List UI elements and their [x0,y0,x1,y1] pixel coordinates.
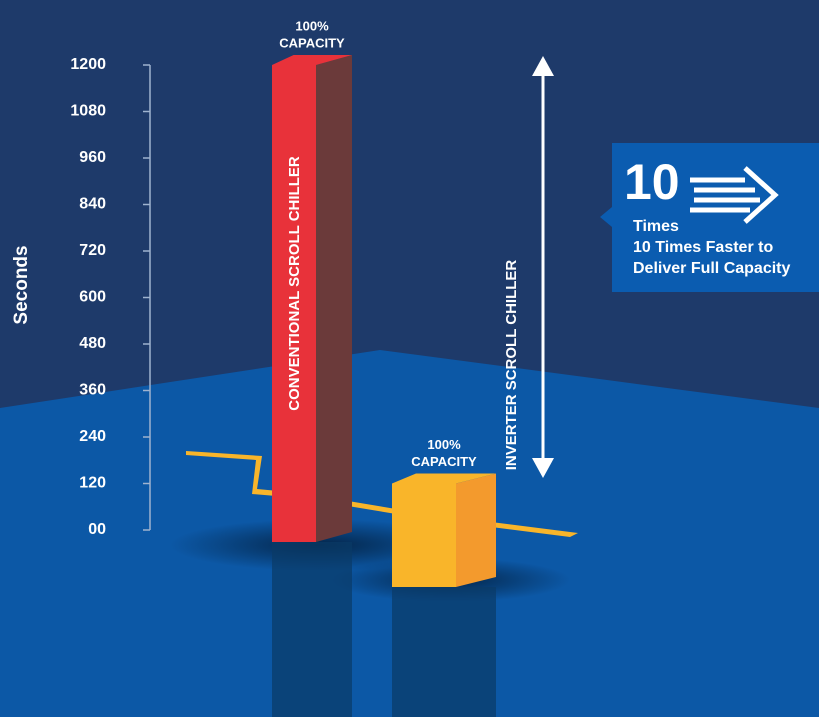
arrow-head [532,458,554,478]
capacity-label: 100% [295,18,329,33]
callout-text: 10 Times Faster to [633,239,773,256]
callout-unit: Times [633,218,679,235]
bar-top [272,55,352,65]
callout-box [612,143,819,292]
y-tick-label: 960 [79,149,106,166]
arrow-head [532,56,554,76]
y-tick-label: 1080 [70,103,106,120]
capacity-label: CAPACITY [411,454,477,469]
bar-side [316,55,352,542]
callout-number: 10 [624,154,680,210]
y-tick-label: 1200 [70,56,106,73]
floor-line [186,451,578,537]
y-tick-label: 00 [88,521,106,538]
bar [272,65,316,542]
callout-pointer [600,207,612,227]
bar-top [392,473,496,484]
callout: 10 Times 10 Times Faster to Deliver Full… [600,143,819,292]
bar-reflection [392,587,496,717]
y-tick-label: 600 [79,289,106,306]
y-axis-label: Seconds [11,245,32,324]
y-tick-label: 480 [79,335,106,352]
capacity-label: 100% [427,437,461,452]
callout-text: Deliver Full Capacity [633,260,790,277]
y-tick-label: 840 [79,196,106,213]
callout-arrow [690,166,779,224]
y-tick-label: 120 [79,475,106,492]
capacity-label: CAPACITY [279,35,345,50]
y-tick-label: 360 [79,382,106,399]
y-tick-label: 240 [79,428,106,445]
category-label: INVERTER SCROLL CHILLER [503,260,520,471]
bar [392,483,456,587]
y-tick-label: 720 [79,242,106,259]
category-label: CONVENTIONAL SCROLL CHILLER [286,156,303,411]
bar-reflection [272,542,352,717]
bar-side [456,473,496,587]
